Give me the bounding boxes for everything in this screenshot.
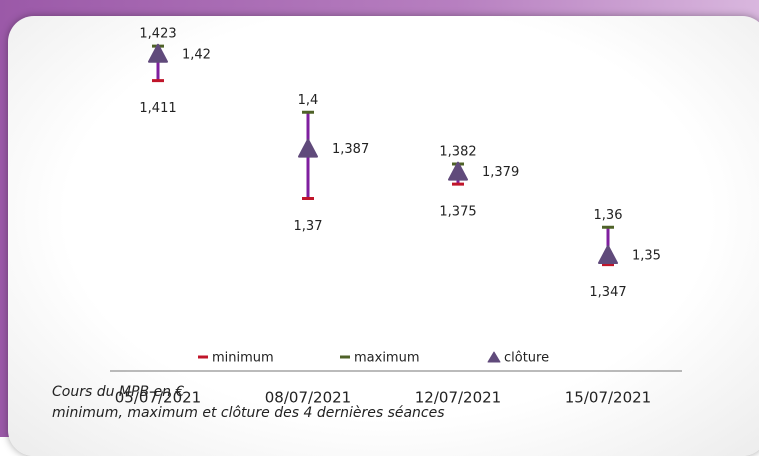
x-tick-label: 15/07/2021 [565,389,651,407]
min-label: 1,347 [589,285,626,300]
x-tick-label: 12/07/2021 [415,389,501,407]
caption: Cours du MPB en € [52,384,184,400]
legend-label: maximum [354,351,420,366]
x-tick-label: 08/07/2021 [265,389,351,407]
close-marker [298,138,318,158]
x-tick-label: 05/07/2021 [115,389,201,407]
close-label: 1,379 [482,165,519,180]
min-label: 1,411 [139,101,176,116]
close-marker [598,245,618,264]
close-label: 1,35 [632,249,661,264]
min-label: 1,375 [439,205,476,220]
chart: 1,411 1,423 1,42 05/07/2021 1,37 1,4 1,387 08/0… [52,27,682,421]
caption: minimum, maximum et clôture des 4 derniè… [52,405,445,421]
legend-label: minimum [212,351,274,366]
max-label: 1,423 [139,27,176,42]
legend-swatch [487,351,501,363]
close-marker [148,43,168,63]
close-label: 1,387 [332,142,369,157]
legend-label: clôture [504,351,549,366]
close-marker [448,161,468,181]
max-label: 1,36 [594,208,623,223]
max-label: 1,382 [439,145,476,160]
min-label: 1,37 [294,219,323,234]
close-label: 1,42 [182,47,211,62]
chart-panel [8,16,759,456]
max-label: 1,4 [298,93,319,108]
